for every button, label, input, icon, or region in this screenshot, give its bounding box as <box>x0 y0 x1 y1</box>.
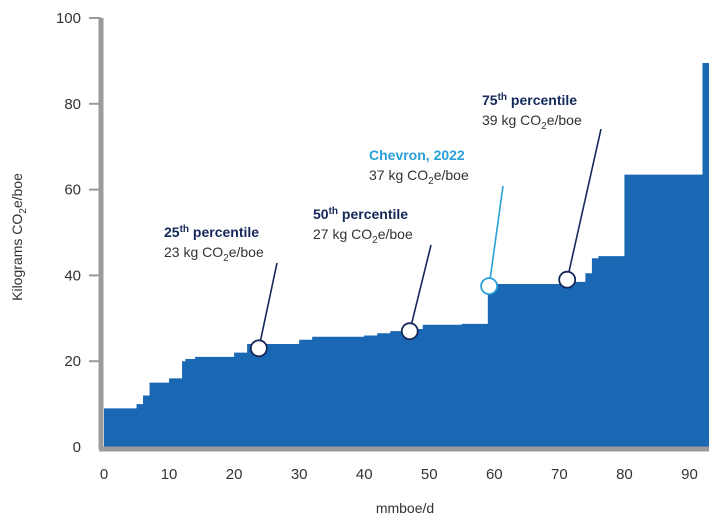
annotation-leader-p50 <box>410 244 432 324</box>
annotation-chevron-title: Chevron, 2022 <box>369 147 465 163</box>
annotation-marker-p50 <box>400 322 419 341</box>
x-tick-label: 30 <box>291 466 308 483</box>
x-tick-label: 90 <box>681 466 698 483</box>
annotation-markers <box>249 128 602 358</box>
y-tick-label: 40 <box>64 267 81 284</box>
y-axis-title-post: e/boe <box>9 173 25 208</box>
x-tick-label: 10 <box>161 466 178 483</box>
x-axis-title: mmboe/d <box>376 500 434 516</box>
annotation-p75: 75th percentile 39 kg CO2e/boe <box>482 92 582 132</box>
annotation-leader-chevron <box>489 185 504 279</box>
annotation-p50-value: 27 kg CO2e/boe <box>313 226 413 246</box>
x-axis-ticks: 0 10 20 30 40 50 60 70 80 90 <box>100 466 698 483</box>
annotation-p75-title: 75th percentile <box>482 92 577 108</box>
y-axis-title: Kilograms CO2e/boe <box>9 173 29 301</box>
x-tick-label: 0 <box>100 466 108 483</box>
annotation-p50-title: 50th percentile <box>313 206 408 222</box>
annotation-chevron: Chevron, 2022 37 kg CO2e/boe <box>369 147 469 187</box>
annotation-chevron-value: 37 kg CO2e/boe <box>369 167 469 187</box>
annotation-p25-title: 25th percentile <box>164 224 259 240</box>
y-tick-label: 80 <box>64 96 81 113</box>
annotation-leader-p25 <box>259 262 278 341</box>
annotation-marker-p75 <box>558 270 577 289</box>
y-tick-label: 20 <box>64 353 81 370</box>
y-tick-label: 100 <box>56 10 81 27</box>
x-tick-label: 80 <box>616 466 633 483</box>
y-axis-ticks: 0 20 40 60 80 100 <box>56 10 101 456</box>
x-tick-label: 20 <box>226 466 243 483</box>
x-tick-label: 50 <box>421 466 438 483</box>
x-tick-label: 40 <box>356 466 373 483</box>
annotation-marker-p25 <box>249 339 268 358</box>
x-tick-label: 70 <box>551 466 568 483</box>
annotation-p25-value: 23 kg CO2e/boe <box>164 244 264 264</box>
annotation-p25: 25th percentile 23 kg CO2e/boe <box>164 224 264 264</box>
annotation-marker-chevron <box>480 277 499 296</box>
y-axis-title-main: Kilograms CO <box>9 214 25 301</box>
y-axis-title-sub: 2 <box>18 208 29 214</box>
annotation-p75-value: 39 kg CO2e/boe <box>482 112 582 132</box>
annotation-leader-p75 <box>568 128 602 273</box>
x-tick-label: 60 <box>486 466 503 483</box>
annotations: 25th percentile 23 kg CO2e/boe 50th perc… <box>164 92 582 264</box>
y-tick-label: 0 <box>73 439 81 456</box>
annotation-p50: 50th percentile 27 kg CO2e/boe <box>313 206 413 246</box>
y-tick-label: 60 <box>64 182 81 199</box>
